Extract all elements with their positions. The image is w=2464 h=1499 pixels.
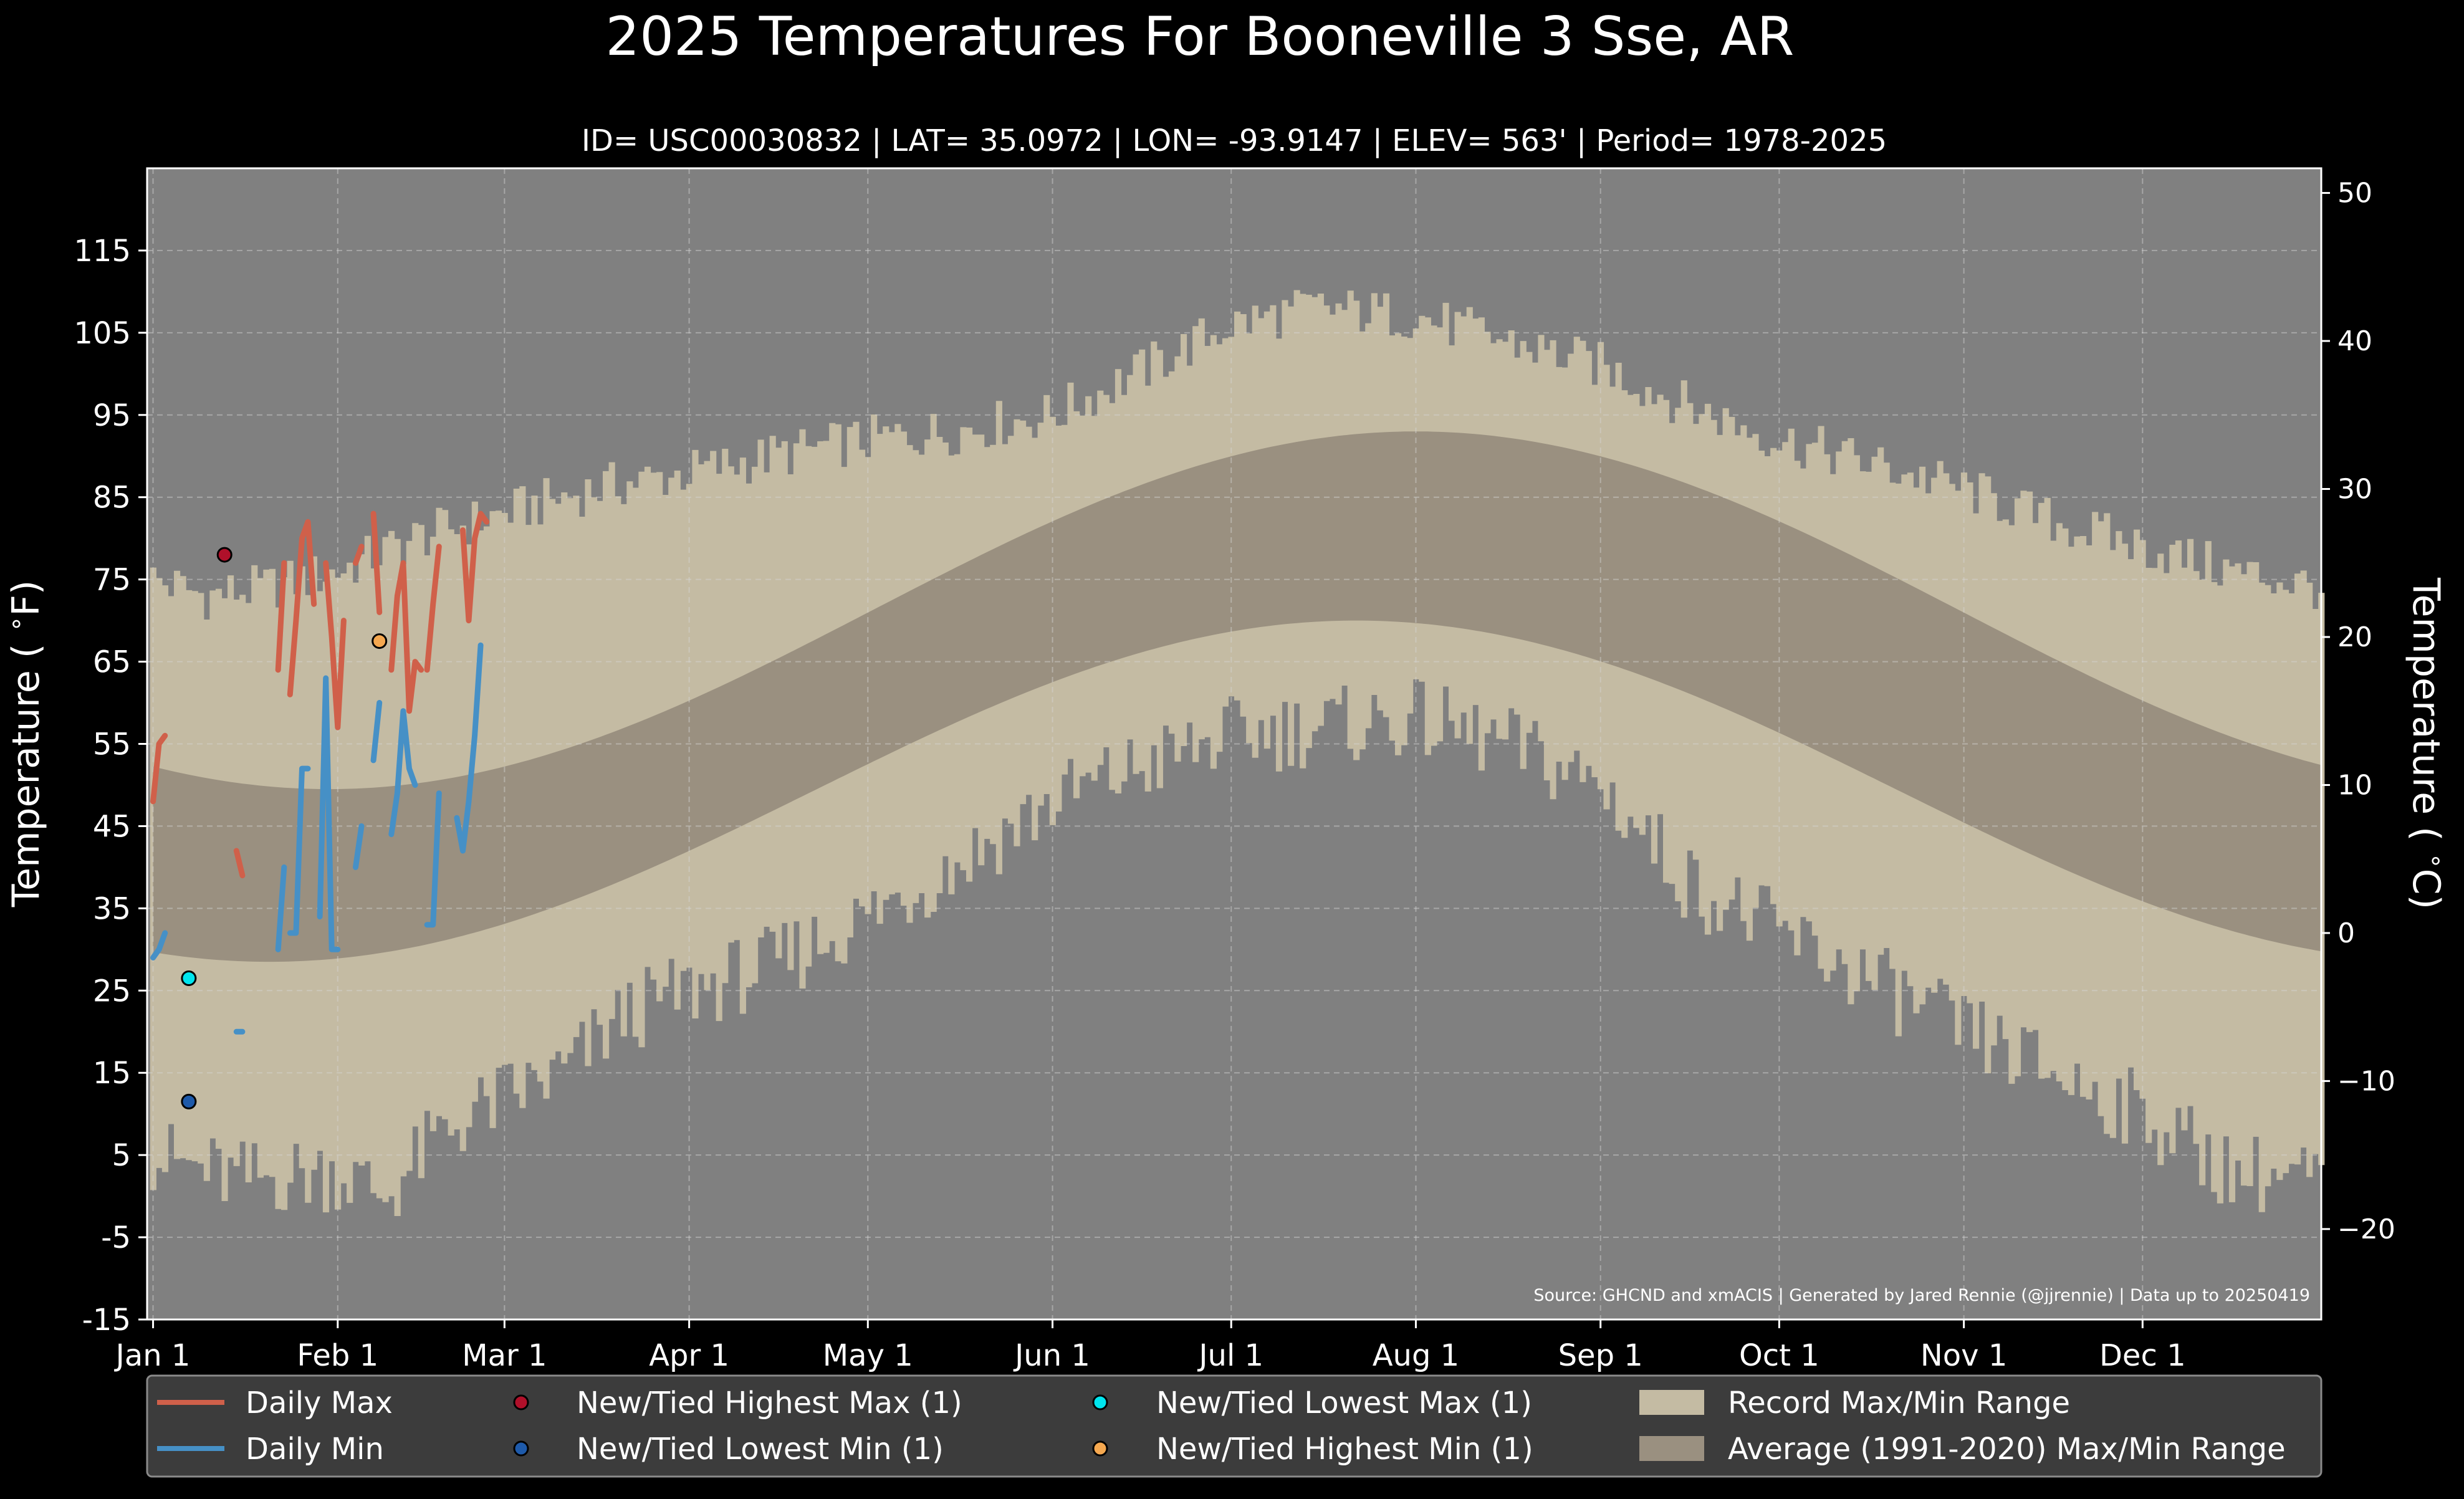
legend-marker-swatch [513, 1394, 529, 1410]
x-tick-label: Sep 1 [1558, 1338, 1643, 1373]
x-tick-label: Jun 1 [1013, 1338, 1090, 1373]
y2-tick-label: −10 [2337, 1065, 2395, 1097]
x-tick-label: Feb 1 [297, 1338, 378, 1373]
legend-label: Daily Min [246, 1432, 384, 1467]
x-tick-label: Aug 1 [1373, 1338, 1460, 1373]
legend-label: Daily Max [246, 1386, 393, 1420]
y-tick-label: 75 [93, 563, 131, 598]
axes: -15 -5 5 15 25 35 45 55 65 75 85 95 105 115 −20 −10 0 10 2… [2, 167, 2450, 1373]
y-tick-label: 25 [93, 974, 131, 1008]
daily-max-segment [287, 519, 317, 697]
x-tick-label: Mar 1 [462, 1338, 547, 1373]
y-tick-label: -15 [82, 1303, 131, 1338]
y-tick-label: 105 [74, 316, 131, 351]
daily-max-segment [388, 560, 424, 714]
y-tick-label: 45 [93, 809, 131, 844]
daily-max-segment [424, 544, 442, 673]
y-tick-label: 115 [74, 234, 131, 269]
x-tick-label: Nov 1 [1920, 1338, 2007, 1373]
daily-max-segment [150, 732, 168, 805]
legend-label: Average (1991-2020) Max/Min Range [1728, 1432, 2286, 1467]
legend-patch-swatch [1639, 1436, 1704, 1461]
daily-min-segment [388, 708, 418, 838]
y2-tick-label: −20 [2337, 1214, 2395, 1245]
source-note: Source: GHCND and xmACIS | Generated by … [1533, 1286, 2310, 1305]
daily-min-segment [150, 930, 168, 960]
daily-max-segment [275, 560, 287, 673]
x-tick-label: Jul 1 [1197, 1338, 1263, 1373]
legend-label: New/Tied Lowest Max (1) [1156, 1386, 1532, 1420]
new-tied-highest-max-1-marker [216, 547, 232, 563]
y-tick-label: 35 [93, 891, 131, 926]
legend-label: New/Tied Highest Max (1) [577, 1386, 962, 1420]
grid-lines [147, 168, 2321, 1320]
daily-min-segment [317, 675, 341, 952]
x-tick-label: May 1 [823, 1338, 913, 1373]
legend-box [146, 1374, 2323, 1478]
y-tick-label: 65 [93, 645, 131, 680]
y-tick-label: 95 [93, 398, 131, 433]
legend-marker-swatch [513, 1440, 529, 1457]
daily-min-segment [454, 642, 484, 854]
daily-max-segment [353, 544, 365, 566]
x-tick-label: Oct 1 [1739, 1338, 1819, 1373]
average-range-band [153, 431, 2321, 962]
x-tick-label: Apr 1 [649, 1338, 729, 1373]
y-tick-label: 15 [93, 1056, 131, 1091]
plot-area: Source: GHCND and xmACIS | Generated by … [147, 168, 2325, 1320]
daily-min-segment [287, 765, 311, 936]
new-tied-lowest-max-1-marker [181, 970, 197, 986]
chart-subtitle: ID= USC00030832 | LAT= 35.0972 | LON= -9… [582, 123, 1887, 158]
daily-max-segment [323, 560, 347, 730]
daily-min-segment [275, 864, 287, 952]
x-tick-label: Dec 1 [2099, 1338, 2186, 1373]
y2-tick-label: 30 [2337, 474, 2372, 505]
daily-min-segment [370, 700, 383, 764]
y-tick-label: -5 [101, 1220, 131, 1255]
y2-tick-label: 0 [2337, 917, 2355, 949]
legend-patch-swatch [1639, 1390, 1704, 1415]
daily-max-segment [370, 510, 383, 615]
y-tick-label: 85 [93, 481, 131, 515]
daily-min-segment [353, 823, 365, 870]
legend-label: New/Tied Highest Min (1) [1156, 1432, 1533, 1467]
y2-tick-label: 20 [2337, 621, 2372, 653]
record-range-bars [150, 290, 2325, 1216]
daily-min-segment [424, 790, 442, 928]
legend-label: Record Max/Min Range [1728, 1386, 2070, 1420]
y-tick-label: 5 [112, 1138, 131, 1173]
y2-axis-label: Temperature ( ∘C) [2404, 577, 2450, 909]
chart-title: 2025 Temperatures For Booneville 3 Sse, … [606, 6, 1795, 68]
y2-tick-label: 10 [2337, 769, 2372, 801]
y2-tick-label: 40 [2337, 325, 2372, 357]
x-tick-label: Jan 1 [114, 1338, 191, 1373]
daily-max-segment [233, 848, 246, 879]
daily-max-segment [460, 510, 490, 624]
legend: Daily Max Daily Min New/Tied Highest Max (… [146, 1374, 2323, 1478]
y-axis-label: Temperature ( ∘F) [2, 580, 48, 908]
legend-label: New/Tied Lowest Min (1) [577, 1432, 944, 1467]
y2-tick-label: 50 [2337, 178, 2372, 209]
legend-marker-swatch [1092, 1394, 1108, 1410]
y-tick-label: 55 [93, 727, 131, 762]
new-tied-highest-min-1-marker [372, 633, 388, 649]
legend-marker-swatch [1092, 1440, 1108, 1457]
new-tied-lowest-min-1-marker [181, 1093, 197, 1109]
